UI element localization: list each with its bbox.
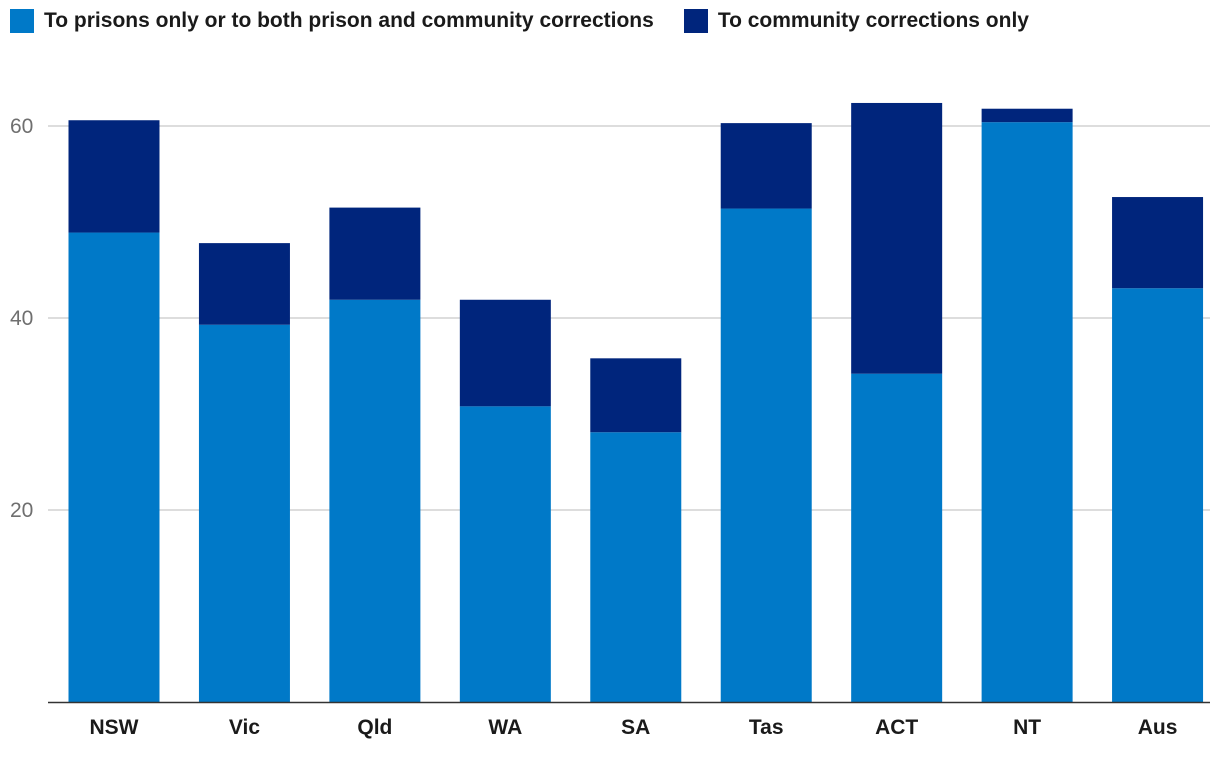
bar-vic-series1 [198, 243, 290, 325]
bar-wa-series1 [459, 299, 551, 407]
bar-nt-series0 [981, 122, 1073, 702]
bar-tas-series0 [720, 208, 812, 702]
bar-aus-series1 [1112, 197, 1204, 289]
x-tick-label-wa: WA [488, 716, 522, 739]
bar-aus-series0 [1112, 288, 1204, 702]
legend-swatch-prisons [10, 9, 34, 33]
x-tick-label-nsw: NSW [90, 716, 139, 739]
bar-tas-series1 [720, 123, 812, 209]
bar-sa-series0 [590, 432, 682, 702]
bar-qld-series0 [329, 299, 421, 702]
bar-act-series1 [851, 102, 943, 374]
x-tick-label-sa: SA [621, 716, 650, 739]
bar-sa-series1 [590, 358, 682, 433]
bar-nt-series1 [981, 108, 1073, 123]
x-tick-label-act: ACT [875, 716, 918, 739]
bar-vic-series0 [198, 324, 290, 702]
bar-act-series0 [851, 373, 943, 702]
bar-qld-series1 [329, 207, 421, 300]
y-tick-label-20: 20 [10, 499, 33, 522]
legend-swatch-community [683, 9, 708, 33]
x-tick-label-qld: Qld [357, 716, 392, 739]
y-tick-label-60: 60 [10, 115, 33, 138]
x-tick-label-tas: Tas [749, 716, 784, 739]
x-tick-label-aus: Aus [1138, 716, 1178, 739]
legend-item-prisons: To prisons only or to both prison and co… [10, 9, 654, 33]
bar-nsw-series1 [68, 120, 160, 233]
x-tick-label-vic: Vic [229, 716, 260, 739]
bar-nsw-series0 [68, 232, 160, 702]
legend: To prisons only or to both prison and co… [10, 9, 1059, 33]
bar-wa-series0 [459, 406, 551, 702]
x-tick-label-nt: NT [1013, 716, 1041, 739]
legend-label-prisons: To prisons only or to both prison and co… [44, 9, 654, 32]
legend-label-community: To community corrections only [717, 9, 1029, 32]
legend-item-community: To community corrections only [683, 9, 1029, 33]
y-tick-label-40: 40 [10, 307, 33, 330]
